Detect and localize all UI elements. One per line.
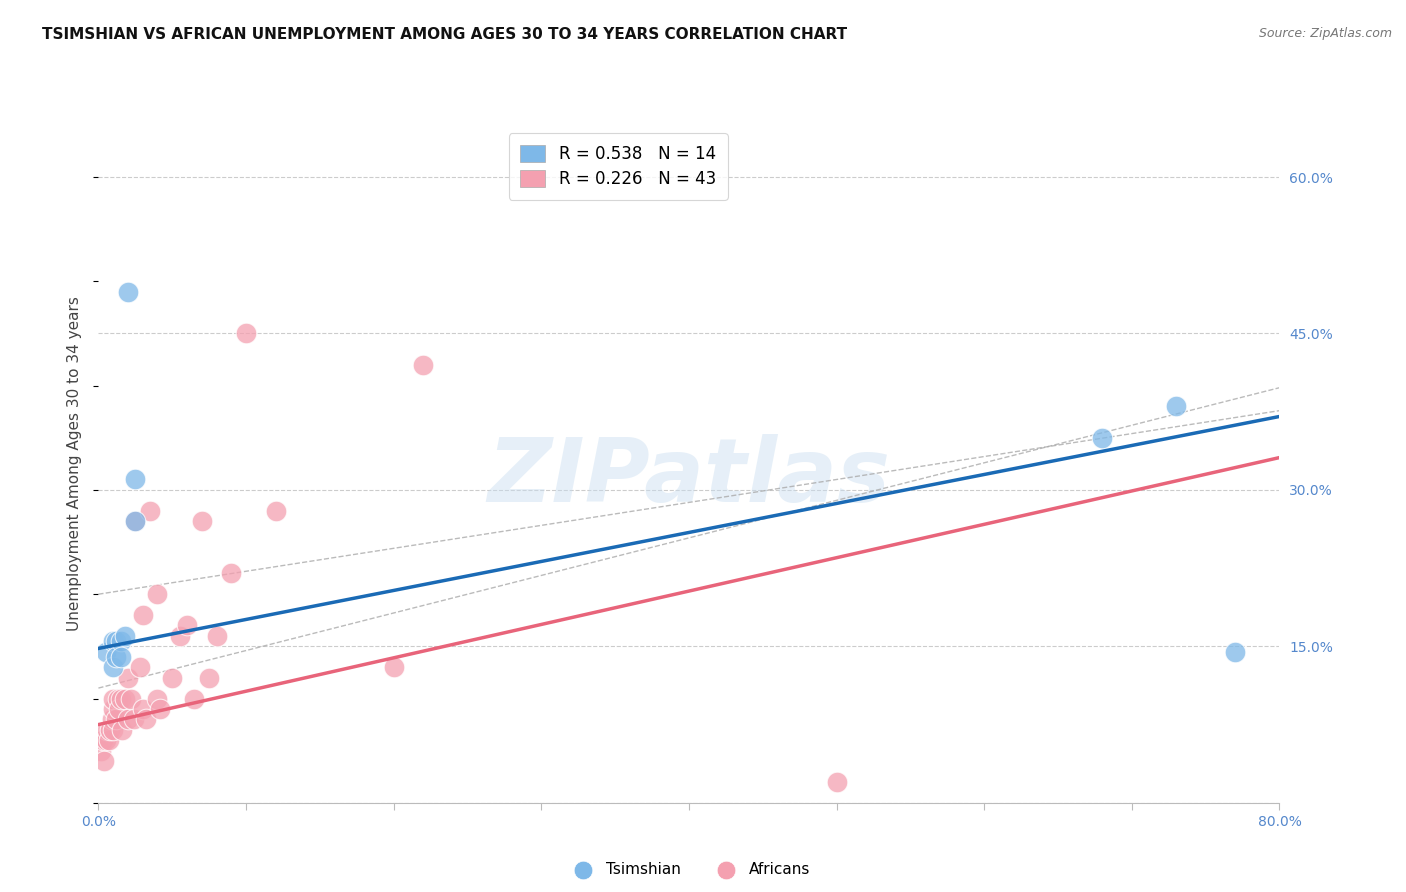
Point: [162, 671, 183, 685]
Point: [124, 514, 146, 528]
Point: [100, 712, 122, 726]
Point: [114, 691, 136, 706]
Text: TSIMSHIAN VS AFRICAN UNEMPLOYMENT AMONG AGES 30 TO 34 YEARS CORRELATION CHART: TSIMSHIAN VS AFRICAN UNEMPLOYMENT AMONG …: [42, 27, 848, 42]
Point: [105, 634, 128, 648]
Point: [124, 473, 146, 487]
Point: [94, 733, 117, 747]
Point: [94, 644, 117, 658]
Point: [139, 504, 162, 518]
Point: [110, 691, 132, 706]
Point: [169, 629, 191, 643]
Point: [120, 691, 142, 706]
Point: [146, 587, 169, 601]
Point: [103, 691, 125, 706]
Point: [91, 733, 114, 747]
Point: [107, 691, 129, 706]
Point: [103, 660, 125, 674]
Text: ZIPatlas: ZIPatlas: [488, 434, 890, 521]
Point: [176, 618, 198, 632]
Point: [110, 634, 132, 648]
Point: [122, 712, 145, 726]
Point: [108, 702, 131, 716]
Point: [382, 660, 405, 674]
Point: [191, 514, 214, 528]
Legend: Tsimshian, Africans: Tsimshian, Africans: [561, 856, 817, 883]
Point: [93, 754, 115, 768]
Point: [103, 634, 125, 648]
Point: [114, 629, 136, 643]
Point: [90, 744, 112, 758]
Point: [235, 326, 257, 341]
Point: [96, 723, 118, 737]
Point: [124, 514, 146, 528]
Point: [219, 566, 242, 581]
Point: [1091, 431, 1114, 445]
Point: [117, 712, 139, 726]
Point: [117, 285, 139, 299]
Point: [105, 712, 128, 726]
Point: [132, 608, 155, 623]
Point: [135, 712, 157, 726]
Point: [105, 649, 128, 664]
Point: [412, 358, 434, 372]
Point: [825, 775, 848, 789]
Point: [198, 671, 221, 685]
Point: [1223, 644, 1246, 658]
Point: [205, 629, 228, 643]
Point: [103, 723, 125, 737]
Point: [1164, 400, 1187, 414]
Y-axis label: Unemployment Among Ages 30 to 34 years: Unemployment Among Ages 30 to 34 years: [67, 296, 83, 632]
Point: [146, 691, 169, 706]
Point: [97, 733, 120, 747]
Point: [264, 504, 287, 518]
Point: [149, 702, 172, 716]
Point: [98, 723, 121, 737]
Point: [111, 723, 134, 737]
Point: [117, 671, 139, 685]
Point: [183, 691, 205, 706]
Point: [132, 702, 155, 716]
Point: [110, 649, 132, 664]
Point: [128, 660, 150, 674]
Text: Source: ZipAtlas.com: Source: ZipAtlas.com: [1258, 27, 1392, 40]
Point: [103, 702, 125, 716]
